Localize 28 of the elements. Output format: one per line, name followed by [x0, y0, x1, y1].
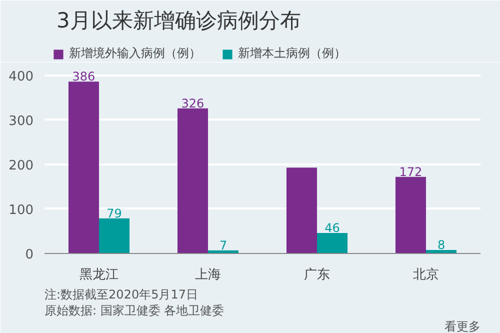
- bar: [177, 108, 208, 254]
- legend-label: 新增本土病例（例）: [238, 45, 346, 62]
- data-label: 326: [181, 96, 204, 110]
- text: 原始数据: 国家卫健委 各地卫健委: [44, 304, 224, 318]
- data-label: 7: [219, 238, 228, 252]
- text: 注:数据截至2020年5月17日: [44, 288, 198, 302]
- bar: [68, 82, 99, 254]
- bar: [99, 218, 130, 254]
- y-tick-label: 400: [8, 69, 34, 84]
- y-tick-label: 200: [8, 158, 34, 174]
- x-tick-label: 黑龙江: [80, 268, 118, 282]
- y-tick-label: 100: [8, 202, 34, 218]
- data-label: 79: [106, 206, 122, 220]
- chart-title: 3月以来新增确诊病例分布: [56, 8, 301, 32]
- bar: [286, 168, 317, 254]
- y-tick-label: 300: [8, 114, 34, 129]
- x-tick-label: 广东: [304, 268, 330, 282]
- data-label: 386: [72, 70, 96, 84]
- data-label: 8: [437, 238, 446, 252]
- text: 看更多: [444, 320, 480, 333]
- legend-label: 新增境外输入病例（例）: [69, 45, 201, 62]
- data-label: 172: [399, 164, 422, 179]
- data-label: 46: [324, 221, 340, 236]
- bar: [317, 233, 348, 254]
- x-tick-label: 上海: [195, 268, 221, 282]
- bar: [395, 176, 426, 254]
- x-tick-label: 北京: [413, 268, 439, 282]
- y-tick-label: 0: [25, 248, 34, 262]
